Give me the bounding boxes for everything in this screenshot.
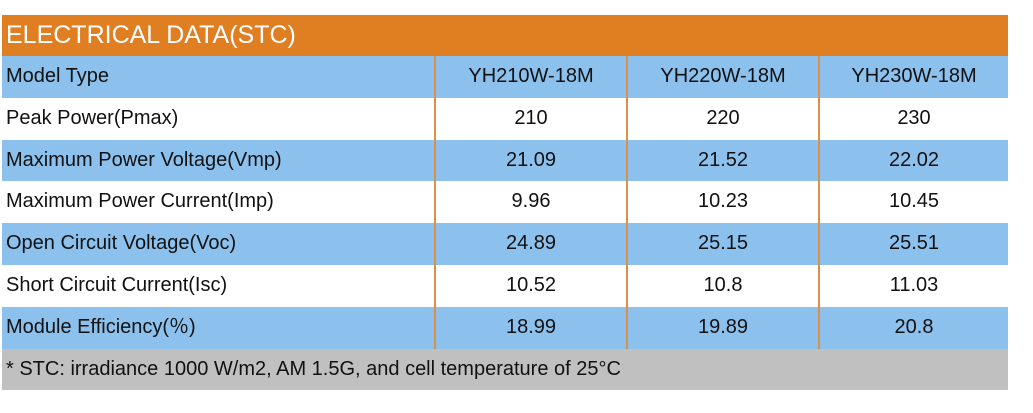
table-row: Maximum Power Voltage(Vmp) 21.09 21.52 22.0… — [2, 139, 1008, 182]
cell: 21.09 — [436, 139, 628, 182]
cell: 10.52 — [436, 264, 628, 307]
cell: 18.99 — [436, 306, 628, 349]
row-label: Model Type — [2, 56, 436, 98]
cell: YH230W-18M — [851, 65, 977, 87]
row-label: Maximum Power Voltage(Vmp) — [2, 139, 436, 182]
table-row: Short Circuit Current(Isc) 10.52 10.8 11.03 — [2, 264, 1008, 307]
cell: 21.52 — [628, 139, 820, 182]
cell: 230 — [897, 106, 931, 129]
cell: 9.96 — [436, 181, 628, 224]
cell: 220 — [628, 97, 820, 140]
electrical-data-table: ELECTRICAL DATA(STC) Model Type YH210W-18… — [2, 15, 1008, 390]
cell: 25.15 — [628, 223, 820, 265]
cell: 25.51 — [888, 232, 940, 255]
cell: YH210W-18M — [436, 56, 628, 98]
cell: 19.89 — [628, 306, 820, 349]
table-title: ELECTRICAL DATA(STC) — [2, 15, 1008, 56]
table-row: Peak Power(Pmax) 210 220 230 — [2, 97, 1008, 140]
row-label: Open Circuit Voltage(Voc) — [2, 223, 436, 265]
cell: 22.02 — [888, 148, 940, 171]
row-label: Maximum Power Current(Imp) — [2, 181, 436, 224]
header-row: Model Type YH210W-18M YH220W-18M YH230W-18M — [2, 56, 1008, 98]
cell: 10.23 — [628, 181, 820, 224]
footnote: * STC: irradiance 1000 W/m2, AM 1.5G, an… — [2, 348, 1008, 390]
row-label: Short Circuit Current(Isc) — [2, 264, 436, 307]
table-row: Open Circuit Voltage(Voc) 24.89 25.15 25.51 — [2, 223, 1008, 265]
table-row: Maximum Power Current(Imp) 9.96 10.23 10.45 — [2, 181, 1008, 224]
row-label: Peak Power(Pmax) — [2, 97, 436, 140]
table-row: Module Efficiency(％) 18.99 19.89 20.8 — [2, 306, 1008, 349]
cell: 20.8 — [894, 315, 934, 338]
cell: YH220W-18M — [628, 56, 820, 98]
cell: 11.03 — [889, 273, 939, 296]
row-label: Module Efficiency(％) — [2, 306, 436, 349]
cell: 10.45 — [888, 190, 940, 213]
cell: 10.8 — [628, 264, 820, 307]
cell: 210 — [436, 97, 628, 140]
cell: 24.89 — [436, 223, 628, 265]
